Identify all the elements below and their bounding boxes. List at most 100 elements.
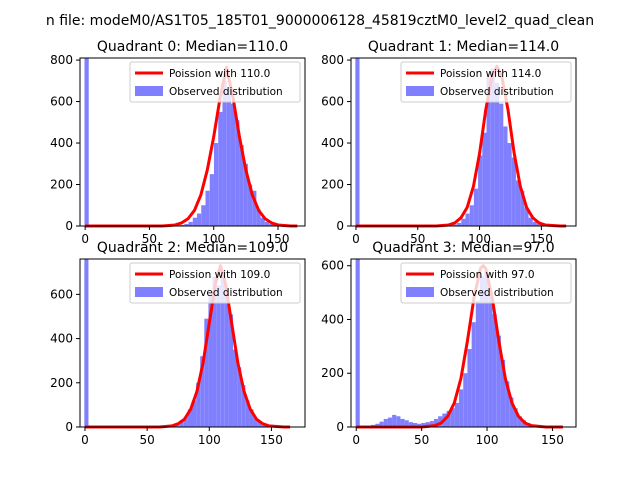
x-tick-label: 0: [352, 232, 360, 246]
legend-bar-swatch: [135, 287, 163, 297]
legend-label: Observed distribution: [169, 86, 283, 98]
legend-box: [400, 262, 572, 304]
histogram-bar: [218, 111, 223, 226]
y-tick-label: 400: [50, 332, 73, 346]
subplot-0: 0 50 100 150 0 200 400 600 800 Quadrant 0: Median…: [50, 39, 306, 246]
y-tick-label: 0: [336, 420, 344, 434]
histogram-bar: [204, 318, 209, 427]
histogram-bar: [511, 157, 516, 226]
histogram-bar: [517, 416, 522, 427]
histogram-bar: [532, 221, 537, 226]
y-tick-label: 200: [321, 366, 344, 380]
y-tick-label: 800: [321, 53, 344, 67]
y-tick-label: 200: [50, 178, 73, 192]
histogram-bar: [467, 349, 472, 427]
histogram-bar: [200, 356, 205, 427]
histogram-bar: [507, 143, 512, 226]
histogram-bar: [484, 271, 489, 427]
histogram-bar: [196, 382, 201, 427]
histogram-bar: [408, 422, 414, 427]
histogram-bar: [183, 417, 188, 427]
histogram-bar: [179, 420, 184, 427]
y-tick-label: 600: [321, 259, 344, 273]
histogram-bar: [253, 418, 258, 427]
histogram-bar: [237, 367, 242, 427]
legend: Poission with 110.0 Observed distribution: [129, 61, 301, 103]
histogram-bar: [421, 422, 426, 427]
histogram-bar: [188, 221, 193, 226]
histogram-bar: [425, 422, 430, 427]
x-tick-label: 0: [352, 433, 360, 447]
x-tick-label: 100: [202, 232, 225, 246]
legend-bar-swatch: [135, 86, 163, 96]
histogram-bar: [355, 259, 360, 427]
histogram-bar: [492, 314, 497, 427]
histogram-bar: [264, 221, 270, 226]
histogram-bar: [499, 103, 504, 226]
histogram-bar: [515, 180, 521, 226]
y-tick-label: 400: [321, 312, 344, 326]
histogram-bar: [84, 259, 89, 427]
y-tick-label: 0: [65, 219, 73, 233]
histogram-bar: [243, 163, 248, 226]
histogram-bar: [192, 400, 197, 427]
x-tick-label: 50: [142, 232, 157, 246]
histogram-bar: [375, 423, 380, 427]
axes-frame: [350, 57, 577, 227]
legend-label: Observed distribution: [169, 287, 283, 299]
histogram-bar: [252, 190, 257, 226]
histogram-bar: [84, 58, 89, 226]
histogram-bar: [383, 418, 388, 427]
subplot-3: 0 50 100 150 0 200 400 600 Quadrant 3: Median=97…: [321, 240, 577, 447]
histogram-bar: [450, 408, 455, 427]
legend: Poission with 97.0 Observed distribution: [400, 262, 572, 304]
histogram-bar: [500, 359, 506, 427]
y-tick-label: 400: [321, 136, 344, 150]
legend-label: Poission with 109.0: [169, 269, 270, 281]
y-tick-label: 600: [50, 287, 73, 301]
histogram-bar: [216, 285, 221, 427]
subplot-title: Quadrant 0: Median=110.0: [97, 39, 288, 55]
subplot-1: 0 50 100 150 0 200 400 600 800 Quadrant 1: Median…: [321, 39, 577, 246]
histogram-bar: [486, 76, 491, 227]
histogram-bar: [457, 222, 462, 226]
y-tick-label: 600: [50, 95, 73, 109]
histogram-bar: [452, 224, 458, 226]
histogram-bar: [241, 385, 246, 427]
histogram-bar: [417, 423, 422, 427]
x-tick-label: 150: [541, 433, 564, 447]
subplot-title: Quadrant 1: Median=114.0: [368, 39, 559, 55]
histogram-bar: [220, 272, 225, 427]
y-tick-label: 800: [50, 53, 73, 67]
histogram-bar: [433, 418, 439, 427]
histogram-bar: [387, 417, 393, 427]
histogram-bar: [400, 418, 405, 427]
subplot-2: 0 50 100 150 0 200 400 600 Quadrant 2: Median=10…: [50, 240, 306, 447]
x-tick-label: 0: [81, 232, 89, 246]
histogram-bar: [192, 217, 197, 226]
legend-bar-swatch: [406, 287, 434, 297]
histogram-bar: [209, 174, 214, 226]
histogram-bar: [235, 120, 240, 226]
histogram-bar: [473, 188, 479, 226]
histogram-bar: [475, 300, 480, 427]
histogram-bar: [355, 58, 360, 226]
histogram-bar: [478, 155, 483, 226]
histogram-bar: [438, 416, 443, 427]
axes-frame: [79, 57, 306, 227]
histogram-bar: [249, 409, 254, 427]
histogram-bar: [205, 190, 210, 226]
x-tick-label: 100: [476, 433, 499, 447]
histogram-bar: [482, 132, 487, 226]
legend-label: Observed distribution: [440, 287, 554, 299]
histogram-bar: [459, 389, 464, 427]
y-tick-label: 600: [321, 95, 344, 109]
x-tick-label: 50: [410, 232, 425, 246]
histogram-bar: [239, 145, 244, 226]
axes-frame: [350, 258, 577, 428]
histogram-bar: [396, 416, 401, 427]
histogram-bar: [187, 409, 193, 427]
histogram-bar: [528, 217, 533, 226]
x-tick-label: 0: [81, 433, 89, 447]
histogram-bar: [503, 126, 508, 226]
